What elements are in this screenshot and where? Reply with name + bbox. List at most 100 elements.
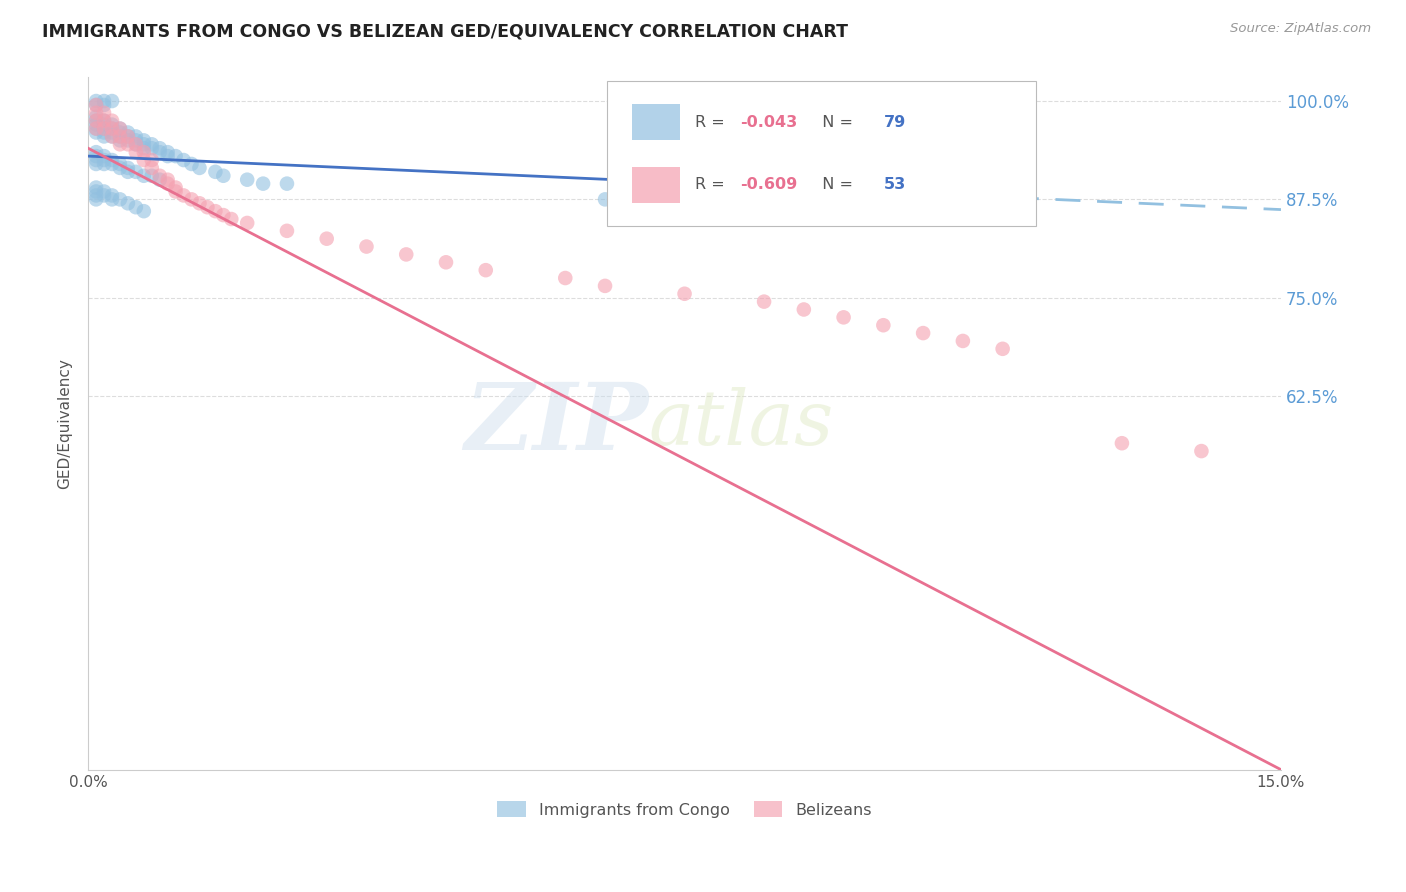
Point: [84, 98, 107, 112]
Point: [752, 294, 775, 309]
Point: [101, 121, 124, 136]
Point: [156, 177, 179, 191]
Point: [132, 153, 155, 167]
Point: [180, 193, 202, 207]
Point: [108, 121, 131, 136]
Point: [276, 177, 298, 191]
Point: [101, 153, 124, 167]
Point: [236, 172, 259, 186]
Point: [93, 105, 115, 120]
Point: [84, 185, 107, 199]
Point: [236, 216, 259, 230]
Text: Source: ZipAtlas.com: Source: ZipAtlas.com: [1230, 22, 1371, 36]
Point: [101, 157, 124, 171]
Point: [474, 263, 496, 277]
Point: [132, 169, 155, 183]
Point: [793, 302, 815, 317]
Point: [125, 137, 148, 152]
Point: [180, 157, 202, 171]
Point: [101, 118, 124, 132]
Point: [93, 157, 115, 171]
Point: [117, 126, 139, 140]
Point: [554, 271, 576, 285]
Point: [117, 196, 139, 211]
Point: [108, 129, 131, 144]
Point: [108, 129, 131, 144]
Point: [125, 137, 148, 152]
Point: [165, 180, 187, 194]
Point: [188, 161, 211, 175]
Point: [165, 185, 187, 199]
FancyBboxPatch shape: [607, 81, 1036, 227]
Point: [84, 126, 107, 140]
Point: [156, 172, 179, 186]
Point: [132, 133, 155, 147]
Point: [149, 169, 172, 183]
Point: [101, 113, 124, 128]
Point: [84, 121, 107, 136]
Point: [108, 121, 131, 136]
Text: atlas: atlas: [648, 386, 834, 460]
Point: [93, 121, 115, 136]
Point: [188, 196, 211, 211]
Point: [1191, 444, 1213, 458]
Point: [101, 126, 124, 140]
Point: [132, 141, 155, 155]
Text: N =: N =: [813, 178, 858, 193]
Point: [912, 326, 935, 340]
Point: [108, 161, 131, 175]
Point: [101, 121, 124, 136]
Point: [125, 129, 148, 144]
Point: [84, 113, 107, 128]
Point: [832, 310, 855, 325]
Point: [149, 172, 172, 186]
Point: [212, 169, 235, 183]
Point: [108, 157, 131, 171]
Point: [1111, 436, 1133, 450]
Point: [132, 137, 155, 152]
Point: [101, 193, 124, 207]
Point: [141, 137, 163, 152]
Point: [221, 212, 243, 227]
Text: IMMIGRANTS FROM CONGO VS BELIZEAN GED/EQUIVALENCY CORRELATION CHART: IMMIGRANTS FROM CONGO VS BELIZEAN GED/EQ…: [42, 22, 848, 40]
Point: [204, 165, 226, 179]
Point: [117, 129, 139, 144]
Text: -0.043: -0.043: [741, 115, 797, 130]
Point: [117, 133, 139, 147]
Point: [84, 105, 107, 120]
Text: ZIP: ZIP: [464, 378, 648, 468]
Point: [117, 161, 139, 175]
Point: [156, 149, 179, 163]
Point: [93, 126, 115, 140]
Point: [101, 129, 124, 144]
Point: [141, 161, 163, 175]
Point: [141, 169, 163, 183]
Point: [132, 204, 155, 219]
Point: [93, 113, 115, 128]
Point: [141, 153, 163, 167]
Point: [101, 129, 124, 144]
Point: [156, 145, 179, 160]
Point: [125, 200, 148, 214]
Point: [165, 149, 187, 163]
Point: [93, 94, 115, 108]
Point: [93, 188, 115, 202]
Point: [84, 153, 107, 167]
Point: [84, 110, 107, 124]
Point: [93, 149, 115, 163]
Point: [93, 185, 115, 199]
FancyBboxPatch shape: [633, 167, 679, 202]
Point: [434, 255, 457, 269]
Point: [276, 224, 298, 238]
Point: [125, 133, 148, 147]
Point: [149, 141, 172, 155]
Point: [108, 133, 131, 147]
Point: [991, 342, 1014, 356]
Point: [197, 200, 219, 214]
Legend: Immigrants from Congo, Belizeans: Immigrants from Congo, Belizeans: [491, 795, 879, 824]
Point: [84, 145, 107, 160]
Point: [84, 118, 107, 132]
Point: [141, 141, 163, 155]
Point: [93, 153, 115, 167]
Point: [952, 334, 974, 348]
